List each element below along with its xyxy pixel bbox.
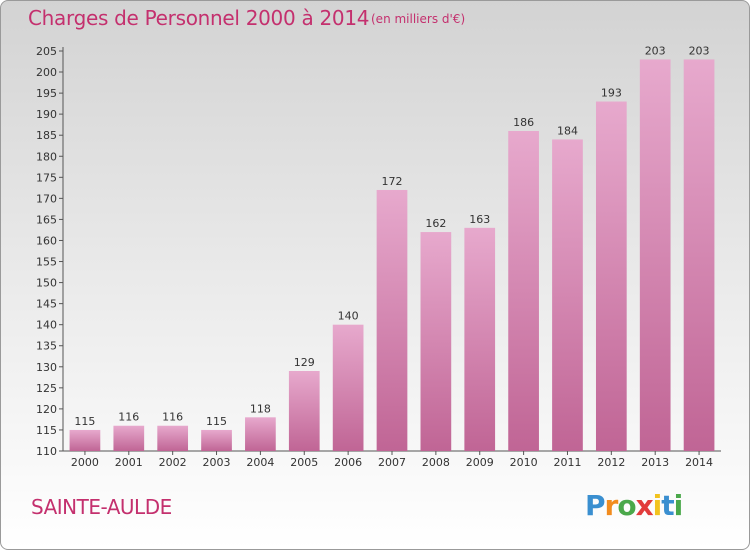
y-tick-label: 150 bbox=[36, 277, 57, 290]
y-tick-label: 130 bbox=[36, 361, 57, 374]
y-axis: 110 115 120 125 130 135 140 145 150 155 160 165 170 1… bbox=[36, 45, 64, 458]
bar-value-label: 203 bbox=[645, 44, 666, 57]
y-tick-label: 110 bbox=[36, 445, 57, 458]
x-tick-label: 2003 bbox=[203, 456, 231, 469]
bar bbox=[69, 429, 101, 451]
y-tick-label: 115 bbox=[36, 424, 57, 437]
logo-letter: o bbox=[617, 489, 636, 522]
x-tick-label: 2004 bbox=[246, 456, 274, 469]
y-tick-label: 135 bbox=[36, 340, 57, 353]
bar-value-label: 118 bbox=[250, 402, 271, 415]
logo-letter: i bbox=[673, 489, 684, 522]
bar bbox=[288, 371, 320, 451]
bar-value-label: 186 bbox=[513, 116, 534, 129]
bar bbox=[595, 101, 627, 452]
y-tick-label: 120 bbox=[36, 403, 57, 416]
x-tick-label: 2014 bbox=[685, 456, 713, 469]
y-tick-label: 170 bbox=[36, 192, 57, 205]
chart-unit: (en milliers d'€) bbox=[371, 12, 466, 26]
y-tick-label: 175 bbox=[36, 171, 57, 184]
x-tick-label: 2000 bbox=[71, 456, 99, 469]
bar bbox=[245, 417, 276, 451]
bar bbox=[157, 425, 189, 451]
y-tick-label: 200 bbox=[36, 66, 57, 79]
x-tick-label: 2007 bbox=[378, 456, 406, 469]
bar-value-label: 116 bbox=[162, 411, 183, 424]
bar bbox=[201, 429, 232, 451]
bar-value-label: 129 bbox=[294, 356, 315, 369]
bar-value-label: 203 bbox=[689, 44, 710, 57]
logo-letter: t bbox=[661, 489, 674, 522]
bar bbox=[332, 324, 364, 451]
y-tick-label: 180 bbox=[36, 150, 57, 163]
logo-letter: r bbox=[604, 489, 619, 522]
bar-value-label: 115 bbox=[206, 415, 227, 428]
bar-value-label: 163 bbox=[469, 213, 490, 226]
y-tick-label: 160 bbox=[36, 234, 57, 247]
bar-value-label: 172 bbox=[382, 175, 403, 188]
x-tick-label: 2011 bbox=[553, 456, 581, 469]
value-labels: 115 116 116 115 118 129 140 172 162 163 186 184 193 2… bbox=[74, 44, 709, 428]
logo-letter: i bbox=[652, 489, 663, 522]
commune-name: SAINTE-AULDE bbox=[31, 495, 172, 519]
proxiti-logo[interactable]: Proxiti bbox=[585, 489, 684, 522]
bar bbox=[508, 131, 539, 451]
x-tick-label: 2010 bbox=[510, 456, 538, 469]
logo-letter: P bbox=[585, 489, 606, 522]
y-tick-label: 185 bbox=[36, 129, 57, 142]
bar-value-label: 162 bbox=[425, 217, 446, 230]
chart-title: Charges de Personnel 2000 à 2014 bbox=[28, 6, 370, 30]
y-tick-label: 125 bbox=[36, 382, 57, 395]
x-axis: 2000 2001 2002 2003 2004 2005 2006 2007 2008 2009… bbox=[63, 450, 721, 469]
bar bbox=[113, 425, 145, 451]
y-tick-label: 155 bbox=[36, 256, 57, 269]
x-tick-label: 2009 bbox=[466, 456, 494, 469]
y-tick-label: 140 bbox=[36, 319, 57, 332]
y-tick-label: 195 bbox=[36, 87, 57, 100]
bar bbox=[464, 227, 496, 451]
x-tick-label: 2006 bbox=[334, 456, 362, 469]
x-tick-label: 2002 bbox=[159, 456, 187, 469]
bar bbox=[552, 139, 583, 451]
x-tick-label: 2001 bbox=[115, 456, 143, 469]
y-tick-label: 165 bbox=[36, 213, 57, 226]
x-tick-label: 2013 bbox=[641, 456, 669, 469]
bar-value-label: 193 bbox=[601, 87, 622, 100]
y-tick-label: 190 bbox=[36, 108, 57, 121]
bar bbox=[639, 59, 671, 451]
bar bbox=[420, 232, 452, 451]
bar-value-label: 184 bbox=[557, 124, 578, 137]
x-tick-label: 2005 bbox=[290, 456, 318, 469]
bars bbox=[69, 59, 715, 452]
logo-letter: x bbox=[635, 489, 654, 522]
bar bbox=[376, 189, 408, 451]
x-tick-label: 2008 bbox=[422, 456, 450, 469]
bar-value-label: 140 bbox=[338, 310, 359, 323]
y-tick-label: 205 bbox=[36, 45, 57, 58]
y-tick-label: 145 bbox=[36, 298, 57, 311]
x-tick-label: 2012 bbox=[597, 456, 625, 469]
bar-value-label: 116 bbox=[118, 411, 139, 424]
bar bbox=[683, 59, 715, 451]
bar-value-label: 115 bbox=[74, 415, 95, 428]
